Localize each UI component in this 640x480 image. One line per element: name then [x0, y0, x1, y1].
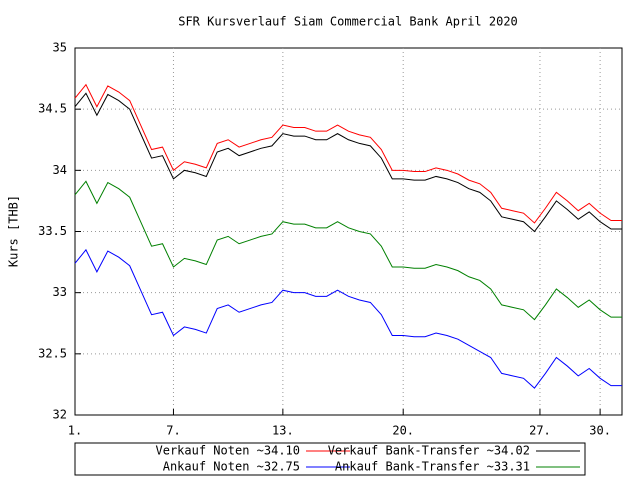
- x-tick-label: 30.: [589, 424, 611, 438]
- y-tick-label: 34: [53, 163, 67, 177]
- legend-label: Ankauf Bank-Transfer ~33.31: [335, 460, 530, 474]
- x-tick-label: 7.: [166, 424, 180, 438]
- legend-label: Verkauf Bank-Transfer ~34.02: [328, 444, 530, 458]
- x-tick-label: 27.: [529, 424, 551, 438]
- legend-label: Ankauf Noten ~32.75: [163, 460, 300, 474]
- y-tick-label: 33: [53, 285, 67, 299]
- series-line: [74, 248, 622, 389]
- x-tick-label: 1.: [68, 424, 82, 438]
- legend-box: [74, 442, 586, 476]
- y-tick-label: 32: [53, 408, 67, 422]
- y-tick-label: 32.5: [38, 346, 67, 360]
- series-line: [74, 92, 622, 233]
- chart-title: SFR Kursverlauf Siam Commercial Bank Apr…: [178, 15, 518, 29]
- y-tick-label: 34.5: [38, 102, 67, 116]
- legend-label: Verkauf Noten ~34.10: [156, 444, 301, 458]
- x-tick-label: 13.: [272, 424, 294, 438]
- y-axis-label: Kurs [THB]: [7, 195, 21, 267]
- series-line: [74, 180, 622, 321]
- y-tick-label: 35: [53, 41, 67, 55]
- y-tick-label: 33.5: [38, 224, 67, 238]
- series-line: [74, 83, 622, 224]
- x-tick-label: 20.: [392, 424, 414, 438]
